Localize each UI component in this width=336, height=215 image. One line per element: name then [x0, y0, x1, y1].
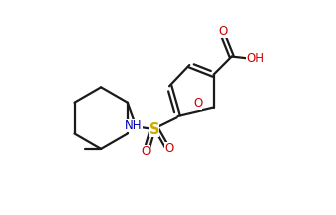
Text: O: O	[164, 142, 174, 155]
Text: OH: OH	[246, 52, 264, 65]
Text: O: O	[218, 25, 228, 38]
Text: O: O	[141, 144, 150, 158]
Text: NH: NH	[125, 119, 143, 132]
Text: O: O	[193, 97, 202, 110]
Text: S: S	[149, 122, 160, 137]
